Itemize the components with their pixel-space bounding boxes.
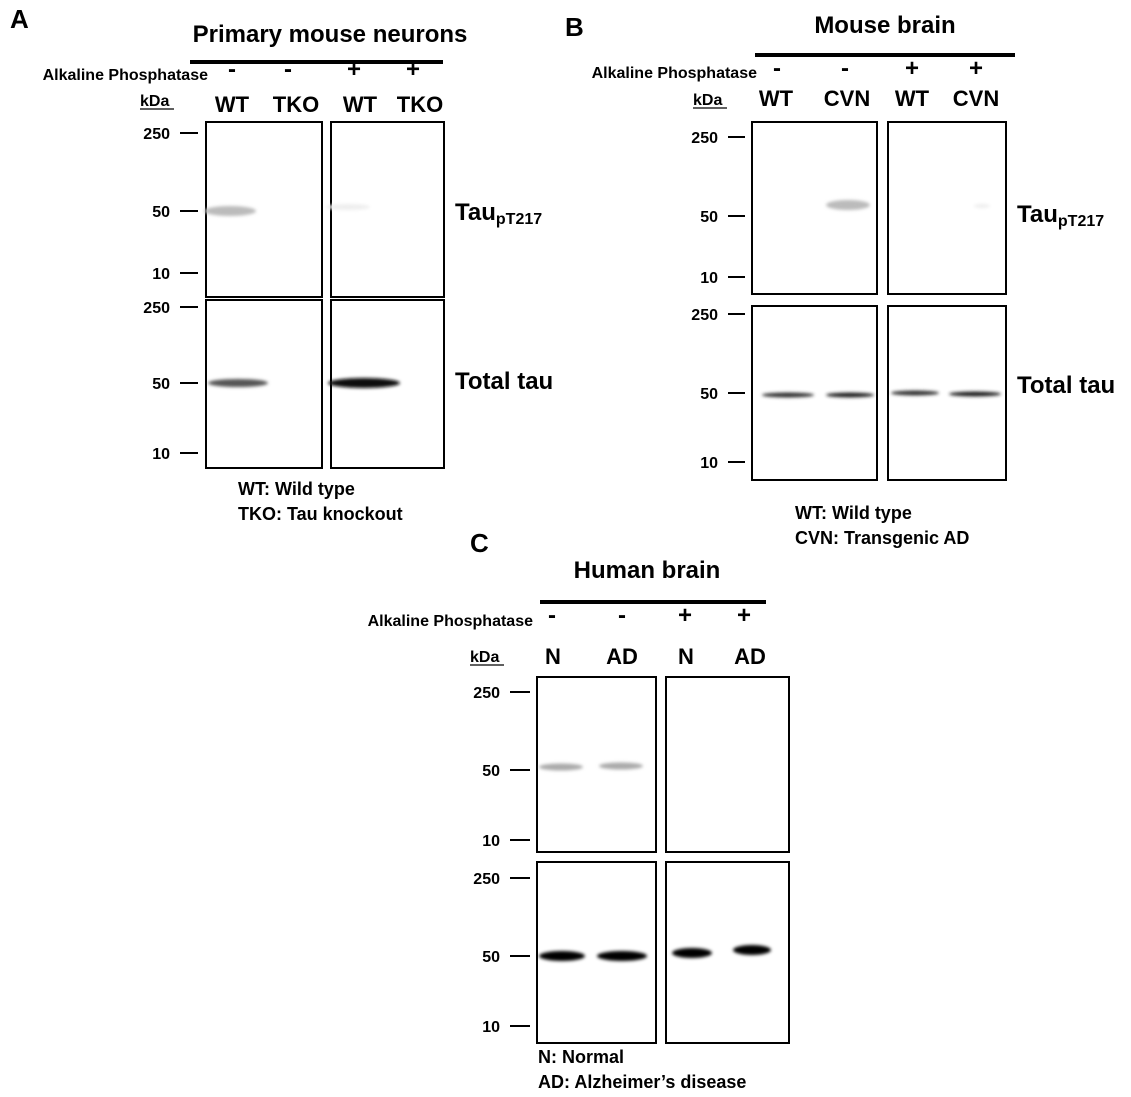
band xyxy=(326,204,370,210)
phosphatase-sign: - xyxy=(548,602,556,629)
phosphatase-sign: - xyxy=(618,602,626,629)
panel-title: Primary mouse neurons xyxy=(193,21,468,48)
blot-frame xyxy=(888,122,1006,294)
panel-label: A xyxy=(10,4,29,34)
marker-label: 10 xyxy=(152,266,170,283)
marker-label: 250 xyxy=(473,871,500,888)
marker-label: 50 xyxy=(152,376,170,393)
legend-line: WT: Wild type xyxy=(795,503,912,523)
phosphatase-sign: + xyxy=(347,56,361,83)
lane-label: CVN xyxy=(824,86,870,111)
band xyxy=(539,764,583,771)
marker-label: 250 xyxy=(143,126,170,143)
panel-title: Mouse brain xyxy=(814,12,955,39)
lane-label: AD xyxy=(606,644,638,669)
unit-label: kDa xyxy=(693,92,722,109)
phosphatase-sign: + xyxy=(905,55,919,82)
band xyxy=(599,763,643,770)
phosphatase-sign: - xyxy=(228,56,236,83)
band xyxy=(974,204,990,208)
marker-label: 50 xyxy=(152,204,170,221)
blot-label-sub: pT217 xyxy=(1058,213,1104,230)
marker-label: 250 xyxy=(691,307,718,324)
lane-label: N xyxy=(545,644,561,669)
blot-frame xyxy=(666,677,789,852)
band xyxy=(597,951,647,961)
band xyxy=(328,378,400,388)
panel-label: C xyxy=(470,528,489,558)
marker-label: 50 xyxy=(482,763,500,780)
blot-label-main: Tau xyxy=(455,199,496,226)
band xyxy=(733,945,771,955)
marker-label: 250 xyxy=(473,685,500,702)
phosphatase-label: Alkaline Phosphatase xyxy=(592,65,757,82)
legend-line: WT: Wild type xyxy=(238,479,355,499)
marker-label: 50 xyxy=(482,949,500,966)
blot-label: Total tau xyxy=(455,368,553,395)
band xyxy=(204,206,256,216)
lane-label: WT xyxy=(759,86,794,111)
legend-line: N: Normal xyxy=(538,1047,624,1067)
band xyxy=(826,200,870,210)
blot-label: Total tau xyxy=(1017,372,1115,399)
lane-label: WT xyxy=(343,92,378,117)
band xyxy=(891,391,939,396)
marker-label: 250 xyxy=(691,130,718,147)
band xyxy=(949,392,1001,397)
blot-label-main: Total tau xyxy=(1017,372,1115,399)
lane-label: WT xyxy=(215,92,250,117)
band xyxy=(762,393,814,398)
phosphatase-sign: - xyxy=(773,55,781,82)
blot-label: TaupT217 xyxy=(455,199,542,228)
phosphatase-sign: + xyxy=(406,56,420,83)
lane-label: AD xyxy=(734,644,766,669)
lane-label: WT xyxy=(895,86,930,111)
unit-label: kDa xyxy=(140,93,169,110)
legend-line: AD: Alzheimer’s disease xyxy=(538,1072,746,1092)
marker-label: 10 xyxy=(152,446,170,463)
legend-line: TKO: Tau knockout xyxy=(238,504,403,524)
marker-label: 10 xyxy=(700,270,718,287)
unit-label: kDa xyxy=(470,649,499,666)
blot-label-main: Total tau xyxy=(455,368,553,395)
band xyxy=(208,379,268,387)
band xyxy=(672,948,712,958)
panel: A Primary mouse neurons Alkaline Phosphata… xyxy=(10,4,553,524)
lane-label: TKO xyxy=(273,92,319,117)
phosphatase-sign: + xyxy=(969,55,983,82)
marker-label: 50 xyxy=(700,386,718,403)
panel-title: Human brain xyxy=(574,557,721,584)
blot-label-main: Tau xyxy=(1017,201,1058,228)
lane-label: CVN xyxy=(953,86,999,111)
marker-label: 10 xyxy=(482,833,500,850)
band xyxy=(539,951,585,961)
phosphatase-sign: - xyxy=(841,55,849,82)
marker-label: 10 xyxy=(482,1019,500,1036)
phosphatase-label: Alkaline Phosphatase xyxy=(368,613,533,630)
lane-label: TKO xyxy=(397,92,443,117)
phosphatase-sign: + xyxy=(737,602,751,629)
marker-label: 250 xyxy=(143,300,170,317)
figure: A Primary mouse neurons Alkaline Phosphata… xyxy=(0,0,1131,1097)
lane-label: N xyxy=(678,644,694,669)
marker-label: 10 xyxy=(700,455,718,472)
phosphatase-sign: + xyxy=(678,602,692,629)
band xyxy=(826,393,874,398)
phosphatase-sign: - xyxy=(284,56,292,83)
phosphatase-label: Alkaline Phosphatase xyxy=(43,67,208,84)
blot-label-sub: pT217 xyxy=(496,211,542,228)
marker-label: 50 xyxy=(700,209,718,226)
legend-line: CVN: Transgenic AD xyxy=(795,528,969,548)
blot-label: TaupT217 xyxy=(1017,201,1104,230)
panel-label: B xyxy=(565,12,584,42)
